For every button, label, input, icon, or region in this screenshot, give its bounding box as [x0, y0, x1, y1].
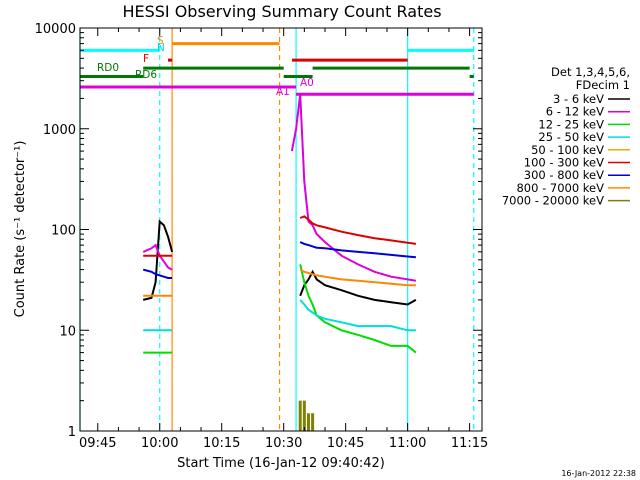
- legend-label-3: 25 - 50 keV: [538, 130, 604, 144]
- annotation-f: F: [143, 53, 149, 65]
- legend-header-0: Det 1,3,4,5,6,: [551, 65, 630, 79]
- x-tick-label-4: 10:45: [327, 436, 364, 451]
- series-bar-8-0: [298, 400, 302, 431]
- series-line-6-1: [299, 241, 416, 259]
- legend-label-6: 300 - 800 keV: [524, 168, 604, 182]
- y-tick-label-4: 10000: [35, 22, 76, 37]
- series-bar-8-3: [311, 413, 315, 431]
- y-tick-label-2: 100: [51, 224, 76, 239]
- annotation-s: S: [157, 35, 164, 47]
- x-tick-label-2: 10:15: [203, 436, 240, 451]
- series-line-5-1: [299, 215, 417, 245]
- series-bar-8-1: [302, 400, 306, 431]
- series-line-2-1: [299, 264, 417, 354]
- timestamp: 16-Jan-2012 22:38: [561, 469, 636, 478]
- annotations: RD0 RD6 FSN A1 A0: [97, 35, 314, 98]
- annotation-n: N: [157, 42, 165, 54]
- data-series: [142, 94, 417, 431]
- annotation-rd0: RD0: [97, 62, 119, 74]
- y-axis-label: Count Rate (s⁻¹ detector⁻¹): [13, 141, 28, 318]
- x-tick-label-3: 10:30: [265, 436, 302, 451]
- series-line-0-0: [142, 219, 174, 301]
- annotation-rd6: RD6: [135, 69, 157, 81]
- chart-title: HESSI Observing Summary Count Rates: [122, 2, 441, 21]
- x-axis: 09:45 10:00 10:15 10:30 10:45 11:00 11:15: [79, 28, 488, 451]
- series-line-0-1: [299, 269, 417, 306]
- series-line-7-1: [299, 268, 416, 287]
- status-bars: [80, 42, 474, 96]
- legend-label-8: 7000 - 20000 keV: [502, 194, 604, 208]
- annotation-a1: A1: [276, 86, 290, 98]
- y-tick-label-1: 10: [59, 324, 76, 339]
- x-tick-label-1: 10:00: [141, 436, 178, 451]
- legend-label-2: 12 - 25 keV: [538, 117, 604, 131]
- x-tick-label-6: 11:15: [451, 436, 488, 451]
- x-axis-label: Start Time (16-Jan-12 09:40:42): [177, 456, 385, 471]
- series-line-6-0: [142, 268, 173, 279]
- y-tick-label-0: 1: [68, 425, 76, 440]
- x-tick-label-5: 11:00: [389, 436, 426, 451]
- annotation-a0: A0: [300, 77, 314, 89]
- legend-label-5: 100 - 300 keV: [524, 156, 604, 170]
- series-line-1-1: [290, 94, 417, 282]
- legend-header-1: FDecim 1: [576, 78, 630, 92]
- legend-label-0: 3 - 6 keV: [553, 92, 604, 106]
- legend-label-1: 6 - 12 keV: [546, 105, 604, 119]
- y-tick-label-3: 1000: [43, 123, 76, 138]
- series-line-3-1: [299, 299, 416, 332]
- legend-label-4: 50 - 100 keV: [531, 143, 604, 157]
- x-tick-label-0: 09:45: [79, 436, 116, 451]
- series-bar-8-2: [306, 413, 310, 431]
- legend-label-7: 800 - 7000 keV: [516, 181, 604, 195]
- y-axis: 1 10 100 1000 10000: [35, 22, 482, 440]
